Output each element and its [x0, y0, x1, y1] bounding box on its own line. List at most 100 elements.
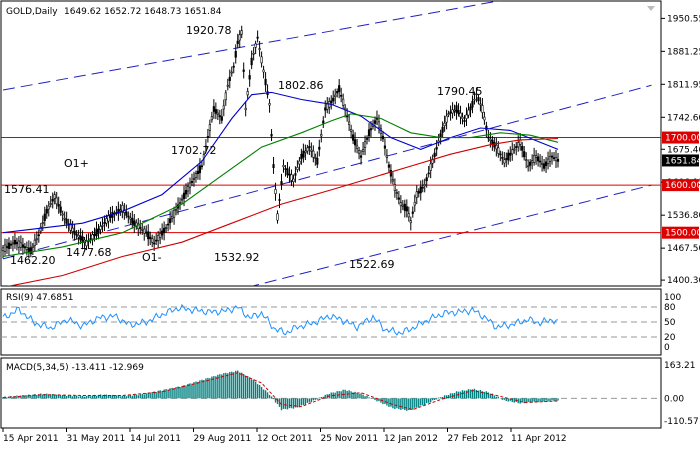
candle-body	[542, 163, 546, 169]
candle-body	[447, 113, 450, 115]
price-tick-label: 1675.40	[667, 145, 700, 155]
candle-body	[556, 159, 560, 162]
annotation-1790-45: 1790.45	[437, 85, 483, 98]
candle-body	[503, 159, 506, 164]
candle-body	[377, 121, 381, 129]
candle-body	[242, 69, 245, 72]
candle-body	[232, 65, 235, 68]
candle-body	[316, 158, 319, 165]
rsi-tick-label: 100	[664, 293, 681, 303]
candle-body	[473, 98, 476, 101]
candle-body	[105, 218, 108, 224]
candle-body	[7, 242, 11, 249]
candle-body	[529, 161, 532, 166]
candle-body	[206, 136, 209, 138]
current-price-bg	[662, 154, 699, 167]
price-tick-label: 1467.50	[667, 244, 700, 254]
candle-body	[190, 180, 194, 183]
rsi-tick-label: 80	[664, 303, 676, 313]
candle-body	[222, 105, 225, 110]
candle-body	[465, 114, 468, 119]
candle-body	[180, 198, 184, 201]
candle-body	[525, 159, 528, 161]
price-tick-label: 1811.95	[667, 80, 700, 90]
candle-body	[471, 101, 474, 108]
candle-body	[51, 198, 54, 202]
candle-body	[71, 227, 74, 232]
candle-body	[350, 129, 353, 132]
annotation-1477-68: 1477.68	[66, 246, 112, 259]
candle-body	[55, 197, 58, 205]
candle-body	[401, 204, 404, 207]
candle-body	[216, 112, 219, 115]
candle-body	[535, 155, 538, 158]
candle-body	[178, 202, 182, 204]
candle-body	[320, 134, 323, 137]
candle-body	[413, 201, 416, 206]
candle-body	[240, 30, 243, 35]
ma-slow-line	[7, 137, 559, 286]
candle-body	[469, 106, 472, 111]
candle-body	[59, 206, 62, 213]
candle-body	[407, 213, 410, 218]
ohlc-values: 1649.62 1652.72 1648.73 1651.84	[64, 7, 222, 17]
candle-body	[445, 115, 448, 123]
candle-body	[531, 160, 534, 163]
candle-body	[133, 220, 136, 226]
candle-body	[497, 147, 500, 154]
date-tick-label: 12 Oct 2011	[257, 434, 313, 444]
candle-body	[270, 133, 273, 137]
candle-body	[286, 168, 289, 176]
annotation-1920-78: 1920.78	[186, 24, 232, 37]
collapse-triangle-icon[interactable]	[647, 6, 655, 11]
candle-body	[467, 109, 470, 116]
candle-body	[538, 160, 542, 163]
candle-body	[312, 150, 315, 158]
candle-body	[546, 158, 550, 164]
candle-body	[35, 238, 38, 241]
channel-line-3	[250, 184, 652, 286]
candle-body	[91, 234, 94, 240]
candle-body	[107, 215, 110, 222]
candle-body	[63, 217, 66, 220]
candle-body	[168, 218, 172, 224]
candle-body	[505, 158, 508, 160]
candle-body	[417, 191, 420, 194]
candle-body	[210, 116, 213, 121]
candle-body	[544, 161, 548, 166]
candle-body	[256, 36, 259, 39]
candle-body	[49, 203, 52, 205]
channel-line-1	[2, 1, 502, 91]
macd-tick-label: 163.21	[664, 361, 696, 371]
macd-plot	[1, 370, 661, 411]
candle-body	[521, 145, 524, 151]
candle-body	[523, 151, 526, 158]
rsi-tick-label: 0	[664, 343, 670, 353]
candle-body	[515, 146, 518, 148]
candle-body	[353, 139, 357, 146]
candle-body	[369, 128, 373, 131]
annotation-O1-: O1+	[64, 157, 89, 170]
candle-body	[383, 145, 387, 149]
date-tick-label: 31 May 2011	[67, 434, 126, 444]
candle-body	[194, 173, 198, 178]
candle-body	[250, 57, 253, 66]
candle-body	[1, 247, 5, 252]
candle-body	[357, 150, 361, 154]
candle-body	[174, 209, 178, 211]
candle-body	[324, 107, 327, 111]
ma-fast-line	[2, 91, 559, 234]
candle-body	[300, 153, 303, 160]
candle-body	[9, 243, 13, 246]
candle-body	[294, 173, 297, 176]
candle-body	[461, 116, 464, 119]
price-tick-label: 1742.60	[667, 113, 700, 123]
candle-body	[39, 226, 42, 232]
candle-body	[11, 242, 15, 245]
candle-body	[37, 234, 40, 236]
date-tick-label: 29 Aug 2011	[194, 434, 252, 444]
candle-body	[397, 197, 400, 200]
candle-body	[198, 165, 202, 174]
candle-body	[17, 240, 21, 248]
